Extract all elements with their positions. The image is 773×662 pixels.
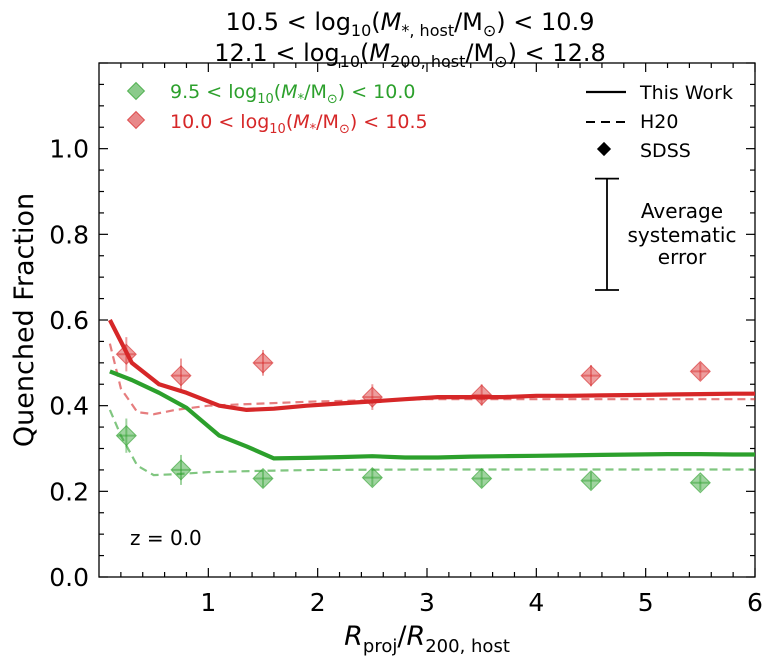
h20-line-green: [108, 409, 755, 477]
y-tick-label: 0.8: [49, 220, 89, 249]
x-tick-label: 3: [419, 588, 435, 617]
y-tick-label: 0.4: [49, 392, 89, 421]
sdss-point-red: [580, 365, 602, 387]
y-tick-label: 1.0: [49, 135, 89, 164]
sdss-point-green: [170, 459, 192, 481]
legend-label-red: 10.0 < log10(M*/M⊙) < 10.5: [170, 111, 428, 137]
axis-ticks: [99, 62, 756, 578]
x-tick-label: 5: [638, 588, 654, 617]
sdss-point-red: [689, 360, 711, 383]
x-tick-label: 6: [747, 588, 763, 617]
sdss-point-green: [580, 470, 602, 492]
sdss-point-green: [361, 467, 383, 489]
y-tick-label: 0.0: [49, 563, 89, 592]
mass-legend: 9.5 < log10(M*/M⊙) < 10.0 10.0 < log10(M…: [126, 81, 428, 137]
redshift-annotation: z = 0.0: [130, 526, 202, 550]
legend-sdss: SDSS: [640, 140, 691, 162]
x-axis-label: Rproj/R200, host: [344, 621, 510, 657]
style-legend: This Work H20 SDSS: [586, 82, 733, 162]
legend-diamond-marker: [596, 141, 612, 157]
legend-marker-red: [126, 110, 146, 130]
sdss-point-red: [170, 365, 192, 387]
sdss-point-green: [252, 467, 274, 490]
legend-this-work: This Work: [639, 82, 733, 104]
legend-label-green: 9.5 < log10(M*/M⊙) < 10.0: [170, 81, 415, 107]
this-work-line-red: [108, 319, 755, 412]
sdss-point-red: [252, 352, 274, 374]
sdss-point-green: [115, 425, 137, 447]
axis-tick-labels: 1 2 3 4 5 6 0.0 0.2 0.4 0.6 0.8 1.0: [49, 135, 763, 617]
syserr-label-2: systematic: [628, 223, 737, 247]
syserr-label-3: error: [658, 245, 707, 269]
sdss-point-green: [471, 467, 493, 490]
x-tick-label: 4: [528, 588, 544, 617]
sdss-point-red: [471, 384, 493, 406]
this-work-line-green: [109, 369, 755, 461]
legend-h20: H20: [640, 111, 678, 133]
sdss-point-red: [361, 386, 383, 408]
y-tick-label: 0.6: [49, 306, 89, 335]
h20-line-red: [108, 343, 755, 416]
sdss-point-green: [689, 472, 711, 494]
systematic-error-bar: [595, 177, 619, 291]
y-tick-label: 0.2: [49, 477, 89, 506]
chart-title-line-2: 12.1 < log10(M200, host/M⊙) < 12.8: [214, 39, 605, 71]
y-axis-label: Quenched Fraction: [9, 193, 40, 447]
chart-title-line-1: 10.5 < log10(M*, host/M⊙) < 10.9: [226, 8, 595, 40]
x-tick-label: 2: [310, 588, 326, 617]
series-layer: [108, 319, 755, 494]
syserr-label-1: Average: [641, 199, 723, 223]
x-tick-label: 1: [200, 588, 216, 617]
legend-marker-green: [126, 81, 146, 101]
